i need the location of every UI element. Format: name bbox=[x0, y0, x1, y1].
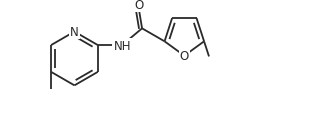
Text: NH: NH bbox=[113, 39, 131, 52]
Text: O: O bbox=[134, 0, 144, 12]
Text: N: N bbox=[70, 26, 79, 39]
Text: O: O bbox=[180, 50, 189, 63]
